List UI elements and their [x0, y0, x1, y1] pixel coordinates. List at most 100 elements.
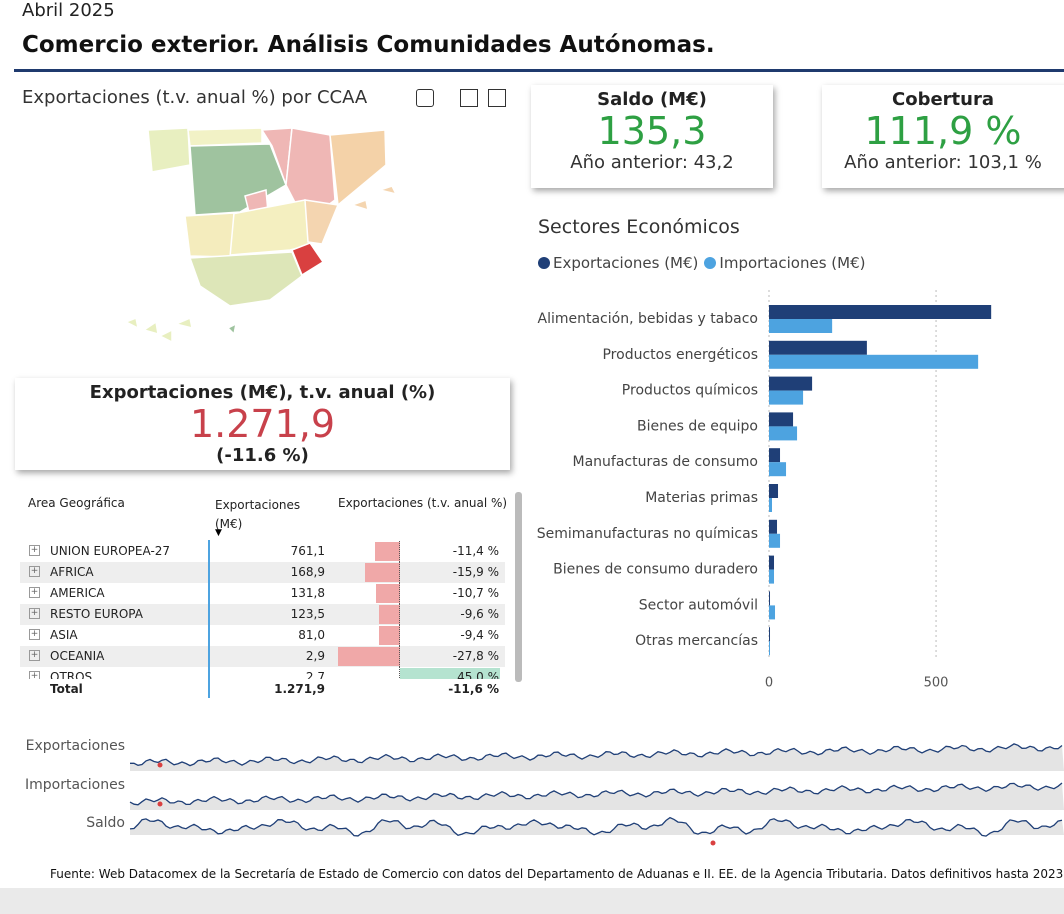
total-change: -11,6 % — [448, 682, 499, 696]
sparkline — [130, 743, 1063, 767]
expand-icon[interactable]: + — [29, 629, 40, 640]
expand-icon[interactable]: + — [29, 650, 40, 661]
report-title: Comercio exterior. Análisis Comunidades … — [22, 32, 715, 58]
total-row: Total 1.271,9 -11,6 % — [20, 679, 505, 700]
filter-icon[interactable] — [460, 89, 478, 107]
sparkline-label: Saldo — [86, 815, 125, 831]
sort-arrow[interactable]: ▼ — [215, 528, 222, 538]
scrollbar[interactable] — [515, 492, 522, 682]
change-label: -9,4 % — [460, 628, 499, 642]
change-label: -27,8 % — [452, 649, 499, 663]
bar — [769, 555, 775, 570]
legend-label: Exportaciones (M€) — [553, 254, 699, 272]
y-tick-label: Productos químicos — [622, 383, 758, 399]
table-row: + AMERICA 131,8 -10,7 % — [20, 583, 505, 604]
zero-line — [399, 646, 400, 667]
table-row: + UNION EUROPEA-27 761,1 -11,4 % — [20, 541, 505, 562]
sparkline-min — [710, 840, 716, 846]
sparkline — [129, 782, 1063, 806]
exports-value: 2,9 — [305, 649, 325, 663]
bar — [769, 305, 992, 319]
sparkline-label: Importaciones — [25, 777, 125, 793]
cobertura-card: Cobertura 111,9 % Año anterior: 103,1 % — [822, 85, 1064, 188]
total-label: Total — [50, 682, 83, 696]
zero-line — [399, 604, 400, 625]
expand-icon[interactable]: + — [29, 566, 40, 577]
bar — [769, 519, 778, 534]
data-bar — [400, 668, 501, 679]
table-header: Exportaciones (t.v. anual %) — [338, 496, 508, 510]
y-tick-label: Materias primas — [645, 490, 758, 506]
legend-item: Exportaciones (M€) — [538, 254, 698, 272]
table-body: + UNION EUROPEA-27 761,1 -11,4 % + AFRICA 168,… — [0, 541, 510, 679]
saldo-card: Saldo (M€) 135,3 Año anterior: 43,2 — [531, 85, 773, 188]
card-title: Exportaciones (M€), t.v. anual (%) — [89, 382, 436, 403]
exports-value: 81,0 — [298, 628, 325, 642]
y-tick-label: Sector automóvil — [639, 597, 758, 613]
legend-item: Importaciones (M€) — [704, 254, 865, 272]
x-tick-label: 500 — [924, 676, 949, 691]
bar — [769, 448, 781, 463]
y-tick-label: Otras mercancías — [635, 633, 758, 649]
bar — [769, 605, 776, 620]
zero-line — [399, 625, 400, 646]
bar — [769, 376, 813, 391]
column-divider — [208, 540, 210, 698]
card-previous: Año anterior: 43,2 — [570, 152, 734, 173]
sparkline — [129, 816, 1063, 837]
export-card: Exportaciones (M€), t.v. anual (%) 1.271… — [15, 378, 510, 470]
expand-icon[interactable]: + — [29, 671, 40, 679]
data-bar — [338, 647, 400, 666]
sparkline-min — [157, 762, 163, 768]
sparkline-area — [130, 817, 1064, 837]
area-name: RESTO EUROPA — [50, 607, 143, 621]
change-label: -15,9 % — [452, 565, 499, 579]
exports-value: 761,1 — [290, 544, 325, 558]
exports-value: 131,8 — [290, 586, 325, 600]
card-value: 111,9 % — [864, 109, 1022, 153]
bar — [769, 484, 779, 498]
exports-value: 123,5 — [290, 607, 325, 621]
help-icon[interactable] — [416, 89, 434, 107]
sparkline-label: Exportaciones — [26, 738, 125, 754]
bar — [769, 627, 771, 642]
bar — [769, 426, 798, 441]
table-row: + OCEANIA 2,9 -27,8 % — [20, 646, 505, 667]
table-row: + ASIA 81,0 -9,4 % — [20, 625, 505, 646]
expand-icon[interactable]: + — [29, 587, 40, 598]
bar — [769, 412, 794, 427]
change-label: 45,0 % — [457, 670, 499, 679]
table-header: Exportaciones (M€) — [215, 498, 301, 531]
spain-map — [124, 127, 398, 344]
bottom-bar — [0, 888, 1064, 914]
legend-label: Importaciones (M€) — [719, 254, 866, 272]
change-label: -11,4 % — [452, 544, 499, 558]
change-label: -10,7 % — [452, 586, 499, 600]
table-header: Area Geográfica — [28, 496, 125, 510]
focus-icon[interactable] — [488, 89, 506, 107]
x-tick-label: 0 — [765, 676, 773, 691]
area-name: AFRICA — [50, 565, 94, 579]
exports-value: 168,9 — [290, 565, 325, 579]
y-tick-label: Bienes de equipo — [637, 418, 758, 434]
bar — [769, 340, 867, 355]
zero-line — [399, 562, 400, 583]
data-bar — [376, 584, 400, 603]
bar — [769, 533, 781, 548]
table-row: + AFRICA 168,9 -15,9 % — [20, 562, 505, 583]
chart-title: Sectores Económicos — [538, 216, 740, 238]
expand-icon[interactable]: + — [29, 545, 40, 556]
expand-icon[interactable]: + — [29, 608, 40, 619]
area-name: OCEANIA — [50, 649, 105, 663]
legend-dot — [704, 257, 717, 269]
card-change: (-11.6 %) — [216, 445, 309, 466]
change-label: -9,6 % — [460, 607, 499, 621]
header-rule — [14, 69, 1064, 72]
report-date: Abril 2025 — [22, 0, 115, 21]
area-name: ASIA — [50, 628, 78, 642]
zero-line — [399, 541, 400, 562]
data-bar — [364, 563, 400, 582]
card-previous: Año anterior: 103,1 % — [844, 152, 1042, 173]
table-row: + OTROS 2,7 45,0 % — [20, 667, 505, 679]
